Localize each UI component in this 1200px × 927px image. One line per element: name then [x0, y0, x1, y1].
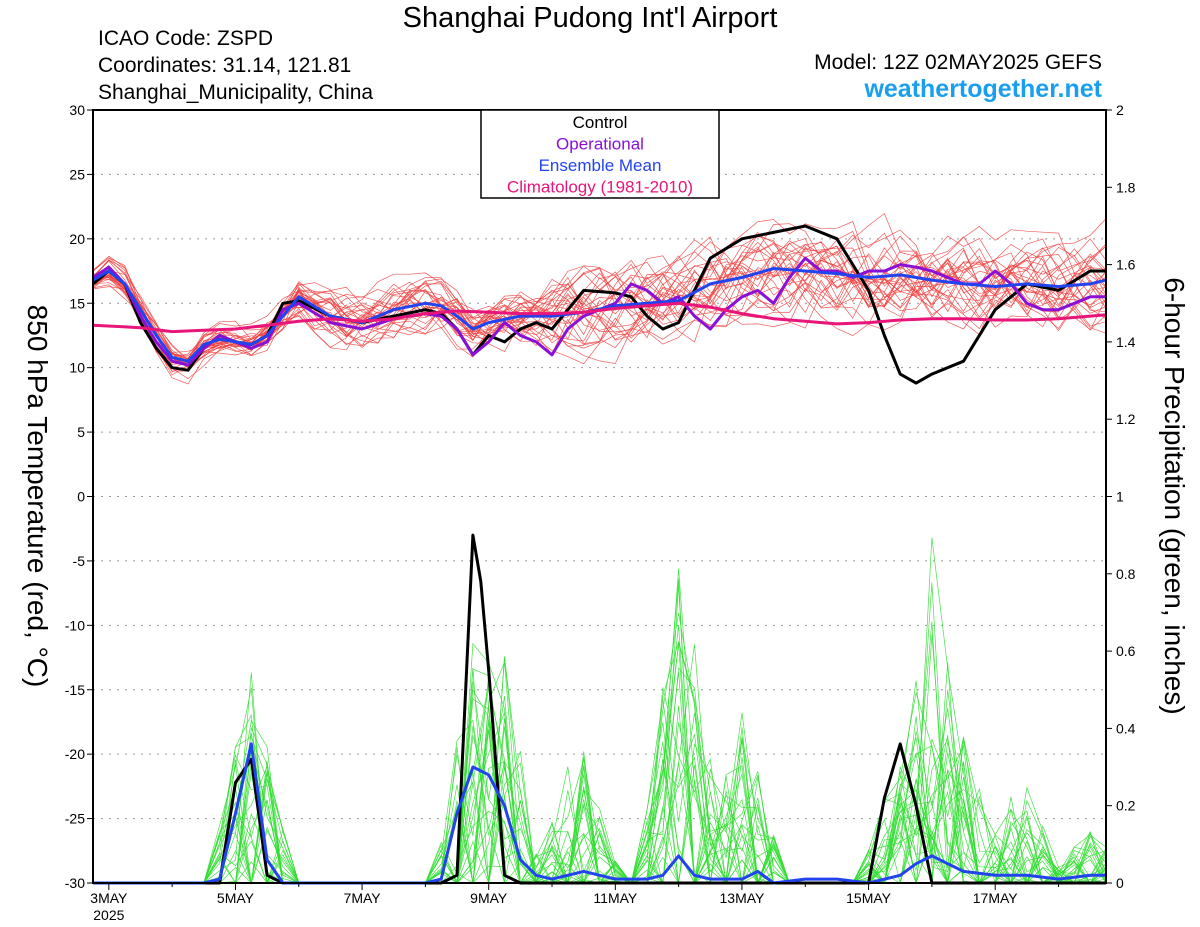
- legend-entry: Climatology (1981-2010): [507, 178, 693, 197]
- y-right-tick-label: 1: [1116, 489, 1124, 505]
- y-left-tick-label: 15: [69, 295, 85, 311]
- precip-member-line: [93, 643, 1107, 885]
- x-tick-label: 3MAY: [90, 890, 128, 906]
- y-left-tick-label: 0: [77, 489, 85, 505]
- y-left-tick-label: 20: [69, 231, 85, 247]
- y-left-tick-label: 30: [69, 102, 85, 118]
- x-tick-label: 11MAY: [593, 890, 637, 906]
- precip-member-line: [93, 585, 1107, 884]
- temp-member-line: [92, 223, 1107, 370]
- legend-entry: Operational: [556, 135, 644, 154]
- temp-member-line: [92, 239, 1107, 369]
- temp-members: [92, 212, 1107, 385]
- temp-operational-line: [92, 256, 1106, 367]
- x-tick-sublabel: 2025: [93, 907, 124, 923]
- x-tick-label: 7MAY: [344, 890, 382, 906]
- legend-entry: Ensemble Mean: [539, 156, 662, 175]
- x-tick-label: 17MAY: [973, 890, 1019, 906]
- y-right-tick-label: 0.6: [1116, 643, 1136, 659]
- temp-member-line: [92, 241, 1107, 368]
- y-right-tick-label: 0.8: [1116, 566, 1136, 582]
- precip-member-line: [93, 640, 1107, 885]
- y-left-tick-label: -20: [65, 746, 85, 762]
- precip-member-line: [93, 568, 1107, 885]
- temp-member-line: [92, 245, 1107, 364]
- legend-box: [480, 109, 720, 199]
- y-left-tick-label: 25: [69, 166, 85, 182]
- temp-climatology-1981-2010--line: [92, 301, 1107, 334]
- y-left-tick-label: 10: [69, 360, 85, 376]
- temp-member-line: [92, 229, 1107, 353]
- y-left-tick-label: -30: [65, 875, 85, 891]
- location: Shanghai_Municipality, China: [98, 81, 374, 104]
- temp-ensemble-mean-line: [92, 267, 1107, 363]
- temp-member-line: [92, 218, 1107, 372]
- temp-member-line: [92, 255, 1107, 364]
- temp-member-line: [92, 236, 1107, 358]
- coordinates: Coordinates: 31.14, 121.81: [98, 54, 352, 77]
- legend-entry: Control: [573, 113, 628, 132]
- axis-ticks: 302520151050-5-10-15-20-25-3021.81.61.41…: [65, 102, 1136, 923]
- y-right-tick-label: 0.2: [1116, 798, 1136, 814]
- icao-code: ICAO Code: ZSPD: [98, 27, 274, 50]
- temp-member-line: [92, 219, 1107, 364]
- y-left-tick-label: 5: [77, 424, 85, 440]
- x-tick-label: 9MAY: [470, 890, 508, 906]
- y-right-tick-label: 2: [1116, 102, 1124, 118]
- y-right-tick-label: 0.4: [1116, 720, 1136, 736]
- y-right-tick-label: 1.8: [1116, 179, 1136, 195]
- y-axis-left-label: 850 hPa Temperature (red, °C): [22, 305, 53, 688]
- model-run: Model: 12Z 02MAY2025 GEFS: [814, 51, 1102, 74]
- series-lines: [92, 224, 1107, 885]
- y-axis-right-label: 6-hour Precipitation (green, inches): [1159, 277, 1190, 714]
- y-left-tick-label: -15: [65, 682, 85, 698]
- y-left-tick-label: -5: [73, 553, 86, 569]
- y-right-tick-label: 0: [1116, 875, 1124, 891]
- y-left-tick-label: -10: [65, 617, 85, 633]
- y-right-tick-label: 1.4: [1116, 334, 1136, 350]
- y-left-tick-label: -25: [65, 811, 85, 827]
- precip-member-line: [93, 688, 1107, 885]
- x-tick-label: 13MAY: [720, 890, 766, 906]
- y-right-tick-label: 1.6: [1116, 257, 1136, 273]
- temp-member-line: [92, 241, 1107, 361]
- x-tick-label: 5MAY: [217, 890, 255, 906]
- precip-members: [93, 537, 1107, 885]
- temp-member-line: [92, 236, 1107, 365]
- legend: Control Operational Ensemble Mean Climatolo…: [480, 109, 720, 199]
- temp-member-line: [92, 266, 1107, 373]
- x-tick-label: 15MAY: [846, 890, 892, 906]
- temp-member-line: [92, 248, 1107, 363]
- y-right-tick-label: 1.2: [1116, 411, 1136, 427]
- precip-member-line: [93, 712, 1107, 885]
- chart-title: Shanghai Pudong Int'l Airport: [402, 2, 778, 34]
- precip-control-line: [93, 533, 1106, 885]
- temp-member-line: [92, 238, 1107, 367]
- website-link[interactable]: weathertogether.net: [864, 75, 1102, 103]
